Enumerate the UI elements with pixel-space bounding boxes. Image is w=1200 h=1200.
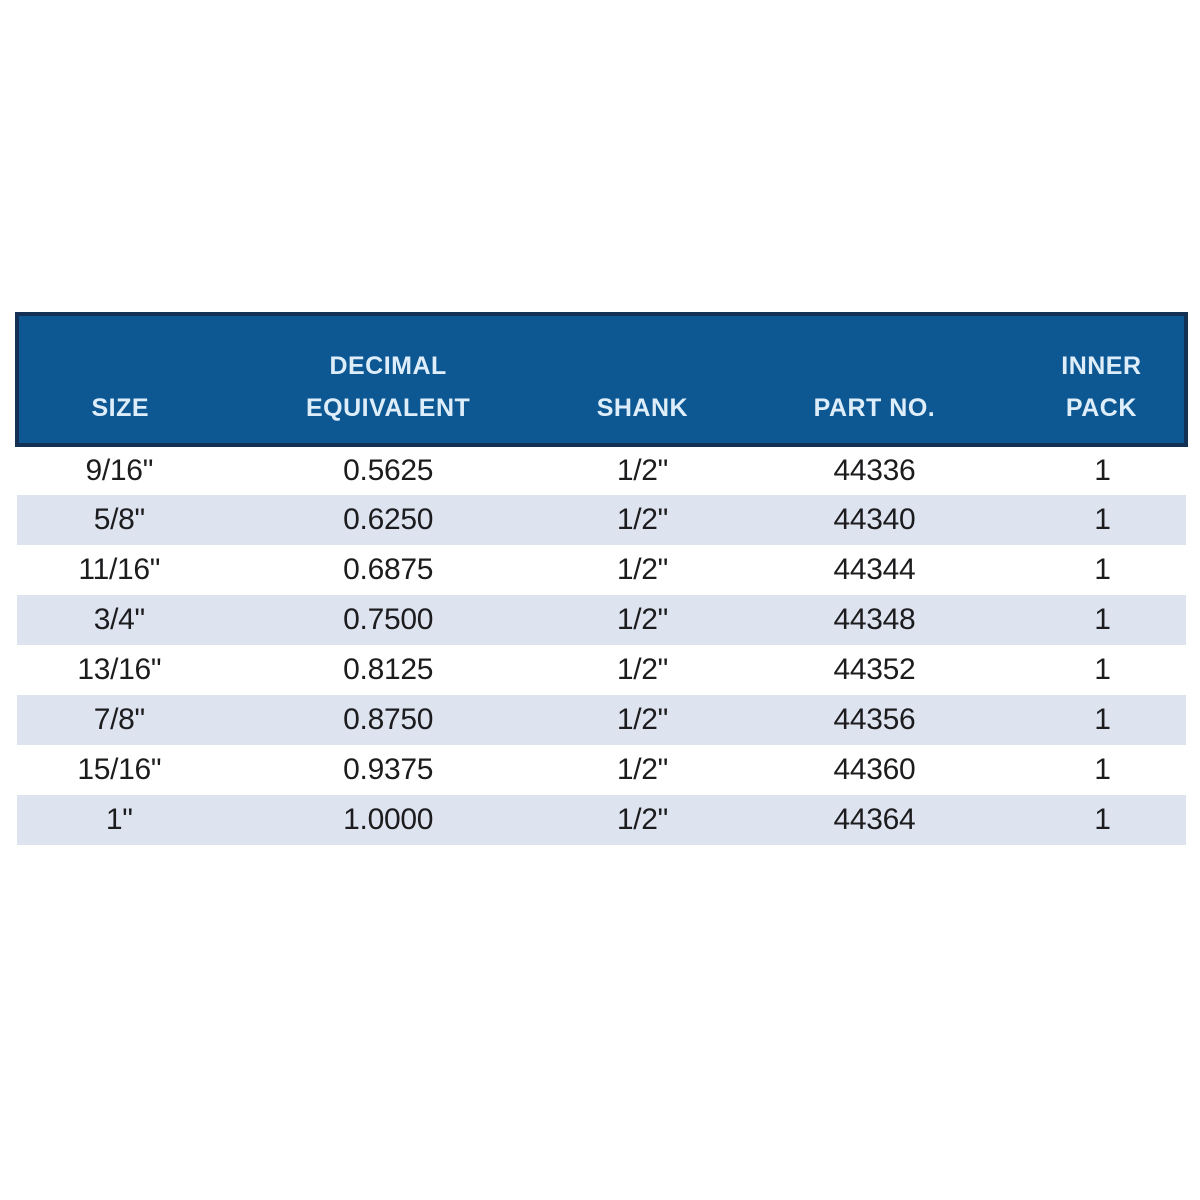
column-header-part-no: PART NO. [730,312,1019,447]
cell-part-no: 44340 [833,503,916,536]
table-row: 11/16" 0.6875 1/2" 44344 1 [17,545,1186,595]
table-row: 15/16" 0.9375 1/2" 44360 1 [17,745,1186,795]
column-header-decimal-equivalent: DECIMAL EQUIVALENT [221,312,555,447]
cell-size: 7/8" [93,703,145,736]
cell-inner-pack: 1 [1094,553,1111,586]
cell-decimal-equivalent: 0.8750 [343,703,434,736]
cell-decimal-equivalent: 0.7500 [343,603,434,636]
table-row: 5/8" 0.6250 1/2" 44340 1 [17,495,1186,545]
cell-shank: 1/2" [616,753,668,786]
cell-inner-pack: 1 [1094,753,1111,786]
cell-shank: 1/2" [616,603,668,636]
cell-inner-pack: 1 [1094,454,1111,487]
cell-shank: 1/2" [616,503,668,536]
column-header-inner-pack: INNER PACK [1018,312,1189,447]
cell-size: 5/8" [93,503,145,536]
cell-size: 11/16" [78,553,161,586]
table-row: 9/16" 0.5625 1/2" 44336 1 [17,445,1186,495]
cell-shank: 1/2" [616,454,668,487]
cell-part-no: 44352 [833,653,916,686]
cell-part-no: 44364 [833,803,916,836]
cell-inner-pack: 1 [1094,603,1111,636]
cell-part-no: 44356 [833,703,916,736]
header-row: SIZE DECIMAL EQUIVALENT SHANK PART NO. INNER… [15,312,1189,447]
table-row: 7/8" 0.8750 1/2" 44356 1 [17,695,1186,745]
cell-decimal-equivalent: 1.0000 [343,803,434,836]
table-row: 1" 1.0000 1/2" 44364 1 [17,795,1186,845]
cell-size: 9/16" [85,454,154,487]
cell-part-no: 44348 [833,603,916,636]
spec-table-container: SIZE DECIMAL EQUIVALENT SHANK PART NO. INNER… [15,312,1189,845]
cell-part-no: 44336 [833,454,916,487]
table-row: 3/4" 0.7500 1/2" 44348 1 [17,595,1186,645]
cell-shank: 1/2" [616,803,668,836]
cell-size: 1" [105,803,133,836]
cell-decimal-equivalent: 0.9375 [343,753,434,786]
cell-size: 15/16" [77,753,162,786]
cell-shank: 1/2" [616,653,668,686]
cell-decimal-equivalent: 0.6250 [343,503,434,536]
table-body: 9/16" 0.5625 1/2" 44336 1 5/8" 0.6250 1/2" 44340… [17,445,1186,845]
cell-decimal-equivalent: 0.8125 [343,653,434,686]
cell-inner-pack: 1 [1094,703,1111,736]
cell-size: 3/4" [93,603,145,636]
table-row: 13/16" 0.8125 1/2" 44352 1 [17,645,1186,695]
cell-size: 13/16" [77,653,162,686]
cell-inner-pack: 1 [1094,803,1111,836]
cell-inner-pack: 1 [1094,503,1111,536]
column-header-size: SIZE [15,312,222,447]
cell-decimal-equivalent: 0.5625 [343,454,434,487]
cell-part-no: 44360 [833,753,916,786]
column-header-shank: SHANK [554,312,731,447]
cell-decimal-equivalent: 0.6875 [343,553,434,586]
cell-shank: 1/2" [616,703,668,736]
cell-inner-pack: 1 [1094,653,1111,686]
cell-shank: 1/2" [616,553,668,586]
cell-part-no: 44344 [833,553,916,586]
table-header: SIZE DECIMAL EQUIVALENT SHANK PART NO. INNER… [15,312,1189,447]
spec-table: SIZE DECIMAL EQUIVALENT SHANK PART NO. INNER… [15,312,1189,845]
